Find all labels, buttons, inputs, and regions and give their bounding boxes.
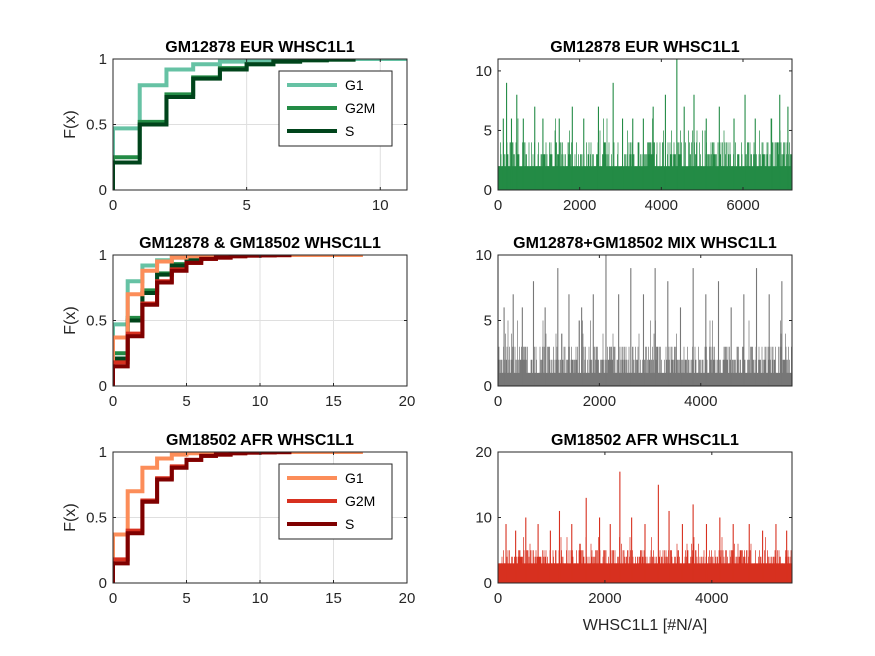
y-tick-label: 0 xyxy=(484,378,492,395)
chart-title: GM12878 EUR WHSC1L1 xyxy=(165,39,354,56)
x-tick-label: 2000 xyxy=(583,393,616,410)
y-tick-label: 1 xyxy=(99,444,107,461)
y-tick-label: 0.5 xyxy=(86,313,107,330)
x-tick-label: 15 xyxy=(325,590,342,607)
legend-label-g2m: G2M xyxy=(345,100,375,116)
chart-title: GM12878 EUR WHSC1L1 xyxy=(550,39,739,56)
y-tick-label: 0 xyxy=(484,182,492,199)
x-tick-label: 5 xyxy=(182,590,190,607)
y-tick-label: 5 xyxy=(484,313,492,330)
x-tick-label: 15 xyxy=(325,393,342,410)
bar-body xyxy=(498,372,792,386)
x-tick-label: 0 xyxy=(109,590,117,607)
chart-6: 0 2000 4000 0 10 20 GM18502 AFR WHSC1L1 WHSC1L1… xyxy=(475,432,793,634)
bar-marks xyxy=(498,255,792,386)
y-tick-label: 0 xyxy=(484,575,492,592)
x-tick-label: 10 xyxy=(252,393,269,410)
y-axis-label: F(x) xyxy=(62,110,79,138)
chart-2: 0 2000 4000 6000 0 5 10 GM12878 EUR WHSC1L1 xyxy=(475,39,793,214)
x-tick-label: 4000 xyxy=(695,590,728,607)
chart-1: 0 5 10 0 0.5 1 GM12878 EUR WHSC1L1 F(x) G1 G2M S xyxy=(62,39,408,214)
x-tick-label: 2000 xyxy=(588,590,621,607)
x-tick-label: 0 xyxy=(494,197,502,214)
x-tick-label: 20 xyxy=(399,393,416,410)
y-axis-label: F(x) xyxy=(62,306,79,334)
legend: G1 G2M S xyxy=(278,70,393,147)
legend-label-s: S xyxy=(345,123,354,139)
y-tick-label: 10 xyxy=(475,247,492,264)
series-line-s xyxy=(113,59,356,190)
legend-label-s: S xyxy=(345,516,354,532)
plot-area xyxy=(498,59,792,190)
x-tick-label: 10 xyxy=(252,590,269,607)
y-tick-label: 10 xyxy=(475,510,492,527)
y-axis-label: F(x) xyxy=(62,503,79,531)
legend-label-g1: G1 xyxy=(345,77,364,93)
y-tick-label: 10 xyxy=(475,63,492,80)
bar-marks xyxy=(498,471,792,583)
chart-title: GM12878+GM18502 MIX WHSC1L1 xyxy=(513,235,777,252)
y-tick-label: 0.5 xyxy=(86,510,107,527)
y-tick-label: 0.5 xyxy=(86,117,107,134)
y-tick-label: 1 xyxy=(99,247,107,264)
y-tick-label: 5 xyxy=(484,122,492,139)
x-tick-label: 10 xyxy=(372,197,389,214)
x-tick-label: 2000 xyxy=(563,197,596,214)
x-tick-label: 4000 xyxy=(645,197,678,214)
plot-area xyxy=(498,471,792,583)
chart-3: 0 5 10 15 20 0 0.5 1 GM12878 & GM18502 WHSC1L1 F(… xyxy=(62,235,415,410)
plot-area xyxy=(498,255,792,386)
x-tick-label: 0 xyxy=(494,393,502,410)
x-tick-label: 5 xyxy=(182,393,190,410)
chart-5: 0 5 10 15 20 0 0.5 1 GM18502 AFR WHSC1L1 F(x) G1 G2… xyxy=(62,432,415,607)
bar-marks xyxy=(498,59,792,190)
x-tick-label: 6000 xyxy=(726,197,759,214)
chart-title: GM12878 & GM18502 WHSC1L1 xyxy=(139,235,381,252)
x-tick-label: 4000 xyxy=(684,393,717,410)
chart-title: GM18502 AFR WHSC1L1 xyxy=(166,432,354,449)
chart-4: 0 2000 4000 0 5 10 GM12878+GM18502 MIX WHSC1L1 xyxy=(475,235,793,410)
axes-frame xyxy=(497,58,793,191)
x-axis-label: WHSC1L1 [#N/A] xyxy=(583,617,707,634)
y-tick-label: 0 xyxy=(99,182,107,199)
y-tick-label: 1 xyxy=(99,51,107,68)
chart-title: GM18502 AFR WHSC1L1 xyxy=(551,432,739,449)
bar-body xyxy=(498,166,792,190)
x-tick-label: 5 xyxy=(242,197,250,214)
x-tick-label: 0 xyxy=(494,590,502,607)
legend: G1 G2M S xyxy=(278,463,393,540)
x-tick-label: 0 xyxy=(109,197,117,214)
legend-label-g2m: G2M xyxy=(345,493,375,509)
x-tick-label: 20 xyxy=(399,590,416,607)
legend-label-g1: G1 xyxy=(345,470,364,486)
y-tick-label: 20 xyxy=(475,444,492,461)
series-line-g1 xyxy=(113,59,407,190)
x-tick-label: 0 xyxy=(109,393,117,410)
y-tick-label: 0 xyxy=(99,378,107,395)
y-tick-label: 0 xyxy=(99,575,107,592)
